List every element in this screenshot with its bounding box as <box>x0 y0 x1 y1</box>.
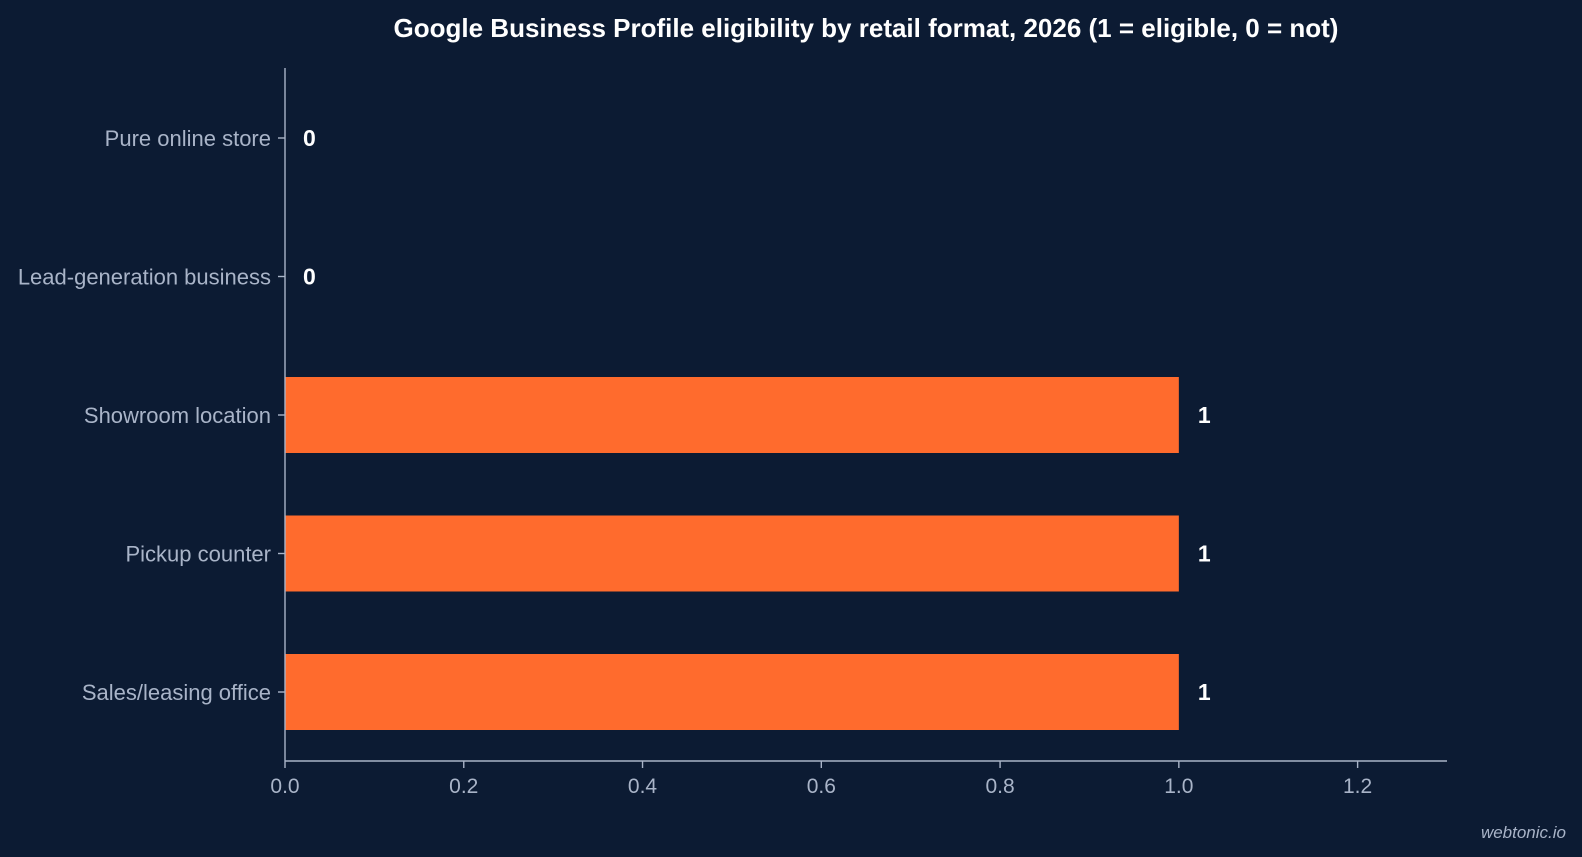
axes-layer: Pure online store Lead-generation busines… <box>18 68 1447 798</box>
data-label: 1 <box>1198 679 1211 705</box>
y-tick-label: Lead-generation business <box>18 265 271 290</box>
x-tick-label: 0.8 <box>985 775 1014 798</box>
bar <box>285 515 1179 592</box>
watermark: webtonic.io <box>1481 823 1566 842</box>
y-tick-label: Pickup counter <box>125 542 271 567</box>
bar <box>285 654 1179 730</box>
bar <box>285 377 1179 453</box>
y-tick-label: Showroom location <box>84 403 271 428</box>
x-tick-label: 1.0 <box>1164 775 1193 798</box>
x-tick-label: 0.6 <box>807 775 836 798</box>
x-tick-label: 0.2 <box>449 775 478 798</box>
x-tick-label: 0.0 <box>270 775 299 798</box>
data-label: 0 <box>303 264 316 290</box>
y-tick-label: Pure online store <box>105 126 271 151</box>
chart-title: Google Business Profile eligibility by r… <box>394 13 1339 43</box>
x-tick-label: 1.2 <box>1343 775 1372 798</box>
data-label: 0 <box>303 125 316 151</box>
y-tick-label: Sales/leasing office <box>82 680 271 705</box>
bars-layer: 0 0 1 1 1 <box>285 125 1211 730</box>
data-label: 1 <box>1198 402 1211 428</box>
data-label: 1 <box>1198 541 1211 567</box>
x-tick-label: 0.4 <box>628 775 658 798</box>
